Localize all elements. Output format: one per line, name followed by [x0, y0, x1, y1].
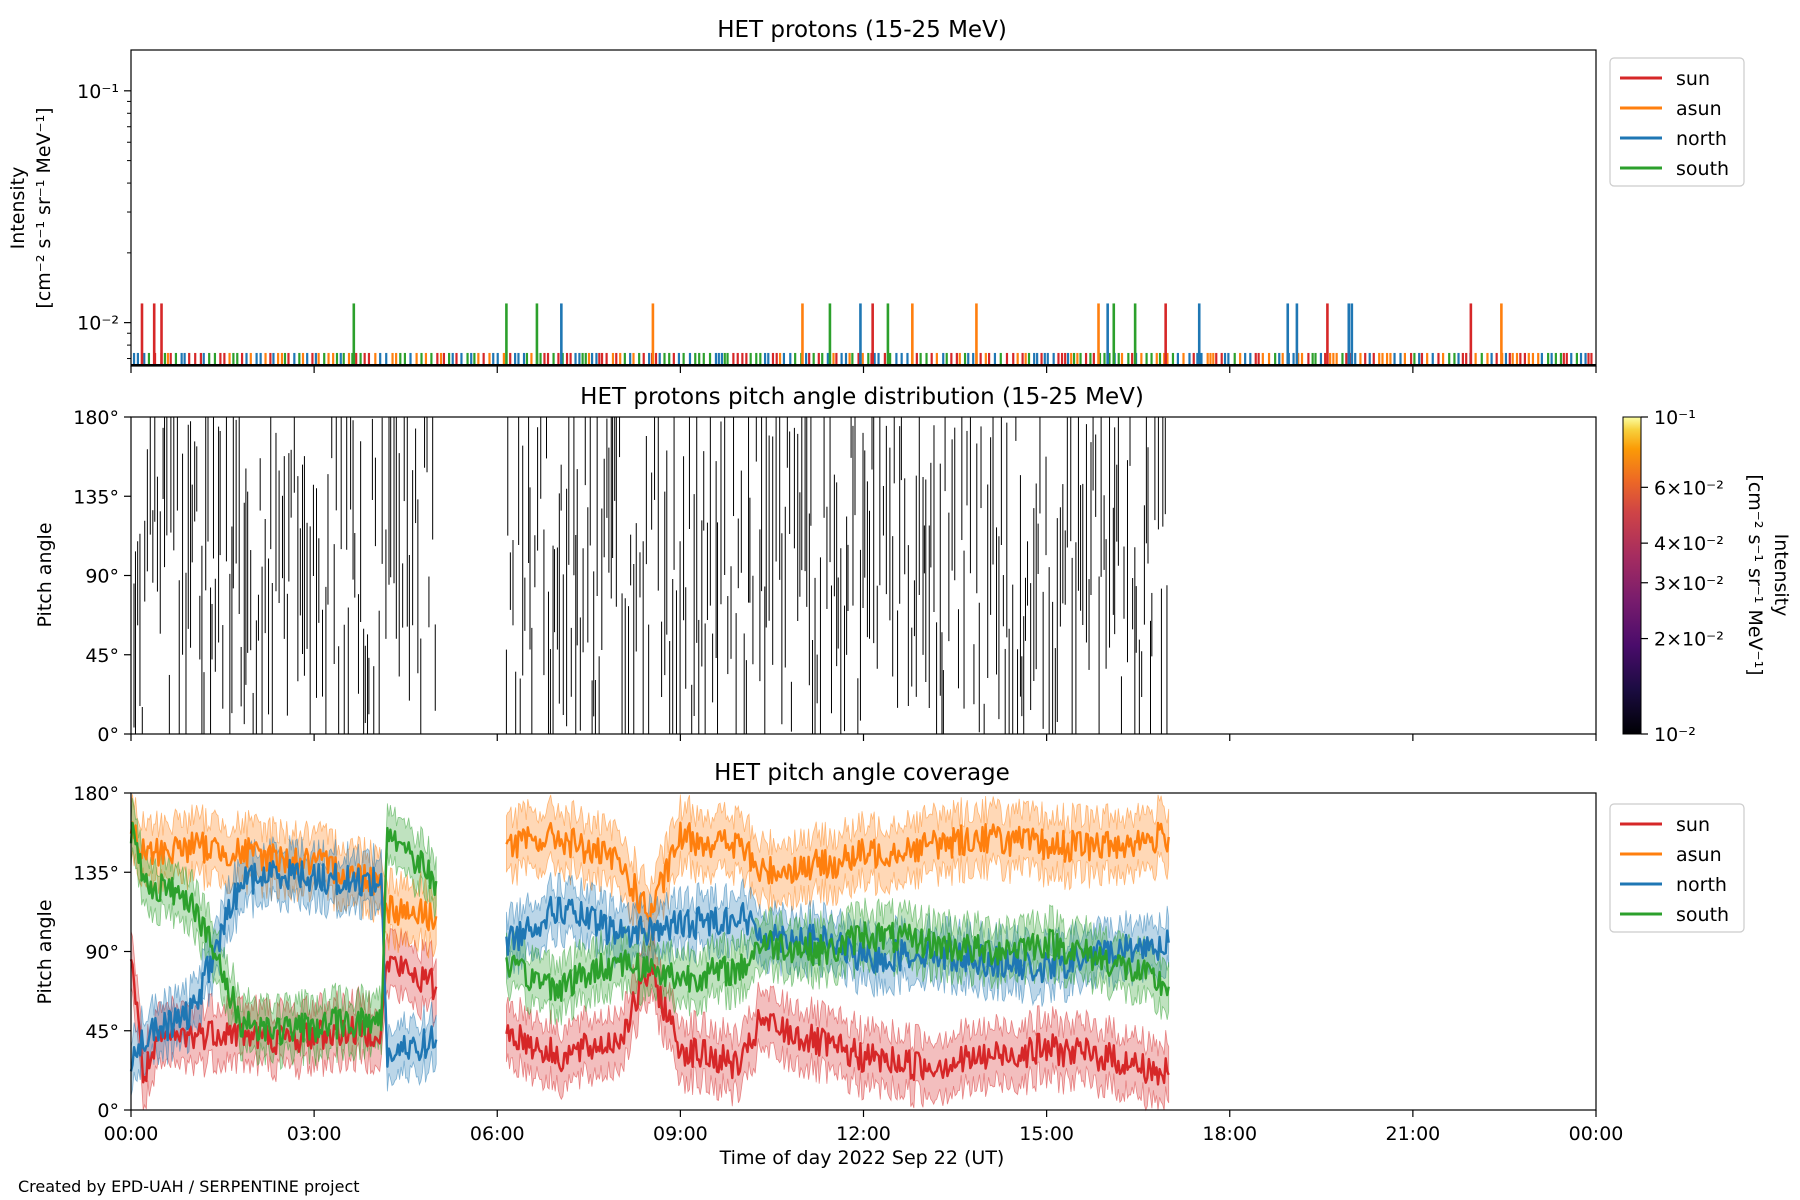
coverage-line-asun [505, 821, 1170, 925]
coverage-x-label: Time of day 2022 Sep 22 (UT) [719, 1147, 1005, 1169]
colorbar-tick-label: 6×10⁻² [1654, 477, 1724, 499]
x-tick-label: 03:00 [287, 1123, 342, 1145]
coverage-panel: HET pitch angle coverage 0° 45° 90° 135° 180… [34, 760, 1745, 1169]
coverage-x-ticks: 00:00 03:00 06:00 09:00 12:00 15:00 18:00 21:00… [104, 1110, 1624, 1145]
pad-panel: HET protons pitch angle distribution (15… [34, 384, 1792, 746]
colorbar-label-line1: Intensity [1770, 534, 1792, 617]
coverage-line-sun [505, 958, 1170, 1086]
legend-label-north: north [1676, 128, 1727, 150]
coverage-plot-area [129, 794, 1170, 1112]
coverage-line-south [129, 821, 438, 1046]
intensity-x-ticks [130, 366, 1597, 373]
colorbar-tick-label: 10⁻¹ [1654, 407, 1696, 429]
x-tick-label: 12:00 [836, 1123, 891, 1145]
pad-y-label: Pitch angle [34, 522, 56, 627]
coverage-line-south [505, 921, 1170, 1002]
pad-y-ticks: 0° 45° 90° 135° 180° [73, 407, 131, 746]
pad-y-tick-label: 0° [97, 724, 119, 746]
intensity-y-ticks: 10⁻¹ 10⁻² [77, 81, 131, 360]
intensity-y-label-line1: Intensity [7, 167, 29, 250]
coverage-y-tick-label: 135° [73, 862, 119, 884]
x-tick-label: 06:00 [470, 1123, 525, 1145]
coverage-band-south [506, 897, 1170, 1026]
coverage-line-north [129, 858, 438, 1072]
legend-label-sun: sun [1676, 814, 1710, 836]
intensity-panel-title: HET protons (15-25 MeV) [717, 17, 1007, 43]
colorbar-tick-label: 3×10⁻² [1654, 573, 1724, 595]
legend-box [1609, 803, 1745, 933]
x-tick-label: 18:00 [1202, 1123, 1257, 1145]
intensity-plot-area [131, 303, 1596, 366]
legend-label-south: south [1676, 158, 1729, 180]
coverage-band-north [130, 835, 437, 1097]
pad-x-ticks [130, 734, 1597, 741]
pad-y-tick-label: 45° [85, 645, 119, 667]
x-tick-label: 00:00 [104, 1123, 159, 1145]
colorbar-tick-label: 4×10⁻² [1654, 533, 1724, 555]
pad-y-tick-label: 90° [85, 566, 119, 588]
pad-plot-area [130, 417, 1168, 734]
intensity-y-label-line2: [cm⁻² s⁻¹ sr⁻¹ MeV⁻¹] [33, 107, 55, 308]
coverage-y-tick-label: 180° [73, 783, 119, 805]
legend-label-asun: asun [1676, 844, 1722, 866]
x-tick-label: 15:00 [1019, 1123, 1074, 1145]
x-tick-label: 09:00 [653, 1123, 708, 1145]
x-tick-label: 00:00 [1569, 1123, 1624, 1145]
colorbar-tick-label: 10⁻² [1654, 724, 1696, 746]
credit-text: Created by EPD-UAH / SERPENTINE project [18, 1177, 360, 1196]
x-tick-label: 21:00 [1385, 1123, 1440, 1145]
legend-box [1609, 57, 1745, 187]
colorbar-label-line2: [cm⁻² s⁻¹ sr⁻¹ MeV⁻¹] [1744, 474, 1766, 675]
intensity-y-tick-label: 10⁻¹ [77, 81, 119, 103]
pad-panel-title: HET protons pitch angle distribution (15… [580, 384, 1144, 410]
legend-label-sun: sun [1676, 68, 1710, 90]
coverage-panel-title: HET pitch angle coverage [714, 760, 1010, 786]
legend-label-asun: asun [1676, 98, 1722, 120]
pad-y-tick-label: 135° [73, 486, 119, 508]
intensity-y-tick-label: 10⁻² [77, 313, 119, 335]
intensity-legend: sun asun north south [1609, 57, 1745, 187]
pad-y-tick-label: 180° [73, 407, 119, 429]
legend-label-south: south [1676, 904, 1729, 926]
intensity-panel: HET protons (15-25 MeV) 10⁻¹ 10⁻² Intensi… [7, 17, 1745, 373]
coverage-y-label: Pitch angle [34, 899, 56, 1004]
coverage-band-south [130, 798, 437, 1071]
coverage-y-tick-label: 45° [85, 1021, 119, 1043]
coverage-y-ticks: 0° 45° 90° 135° 180° [73, 783, 131, 1122]
legend-label-north: north [1676, 874, 1727, 896]
coverage-y-tick-label: 90° [85, 942, 119, 964]
coverage-y-tick-label: 0° [97, 1100, 119, 1122]
pad-colorbar [1622, 416, 1642, 735]
colorbar-tick-label: 2×10⁻² [1654, 629, 1724, 651]
coverage-legend: sun asun north south [1609, 803, 1745, 933]
pad-colorbar-ticks: 10⁻¹ 6×10⁻² 4×10⁻² 3×10⁻² 2×10⁻² 10⁻² [1641, 407, 1724, 746]
intensity-plot-frame [130, 49, 1597, 367]
